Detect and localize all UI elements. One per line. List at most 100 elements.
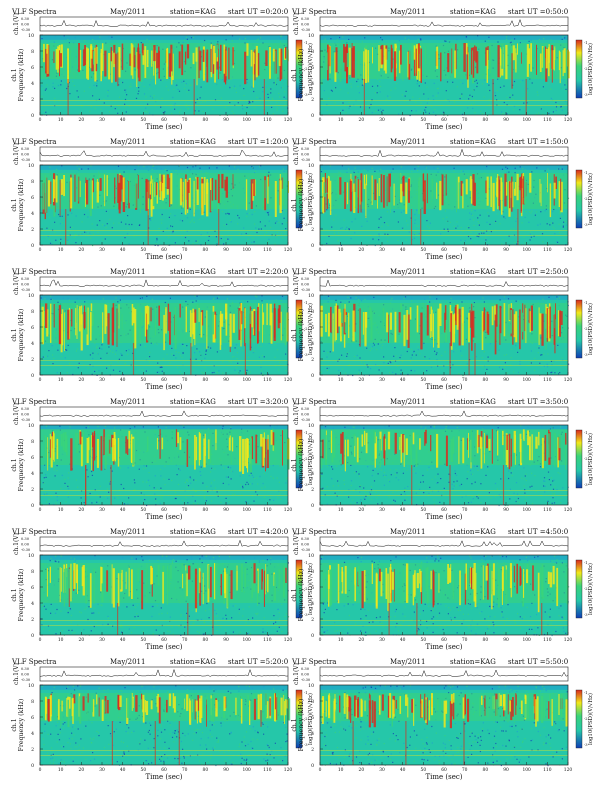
noise-speckle — [159, 502, 161, 505]
noise-speckle — [282, 168, 284, 170]
noise-speckle — [98, 171, 100, 173]
noise-speckle — [149, 95, 152, 97]
emission-streak — [529, 173, 532, 193]
noise-speckle — [383, 356, 385, 358]
waveform-tick-label: 0.00 — [301, 23, 310, 27]
emission-streak — [360, 173, 363, 202]
noise-speckle — [476, 85, 478, 88]
noise-speckle — [363, 362, 366, 365]
noise-speckle — [327, 352, 329, 354]
noise-speckle — [328, 113, 330, 115]
emission-streak — [393, 51, 397, 81]
noise-speckle — [175, 497, 177, 500]
noise-speckle — [380, 108, 382, 110]
waveform-tick-label: 0.30 — [21, 407, 30, 411]
noise-speckle — [501, 35, 503, 37]
emission-streak — [469, 310, 471, 328]
noise-speckle — [188, 169, 190, 171]
noise-speckle — [161, 213, 163, 216]
emission-streak — [439, 180, 442, 211]
emission-streak — [423, 180, 426, 214]
noise-speckle — [366, 220, 368, 222]
emission-streak — [526, 44, 529, 77]
noise-speckle — [541, 354, 543, 356]
noise-speckle — [56, 499, 58, 501]
time-tick-label: 110 — [543, 118, 552, 123]
noise-speckle — [202, 482, 204, 484]
noise-speckle — [242, 108, 244, 110]
noise-speckle — [369, 109, 371, 111]
noise-speckle — [128, 105, 131, 107]
noise-speckle — [369, 368, 372, 370]
noise-speckle — [375, 364, 377, 366]
noise-speckle — [475, 232, 477, 234]
noise-speckle — [174, 80, 176, 82]
noise-speckle — [249, 234, 251, 236]
noise-speckle — [77, 486, 79, 488]
emission-streak — [70, 438, 73, 471]
noise-speckle — [267, 93, 269, 95]
noise-speckle — [148, 361, 150, 363]
noise-speckle — [183, 345, 185, 347]
noise-speckle — [108, 111, 111, 113]
emission-streak — [329, 176, 330, 204]
noise-speckle — [389, 372, 391, 374]
emission-streak — [55, 49, 58, 70]
noise-speckle — [133, 479, 135, 481]
noise-speckle — [126, 233, 129, 235]
time-tick-label: 90 — [503, 248, 509, 253]
noise-speckle — [542, 113, 544, 115]
noise-speckle — [188, 89, 190, 91]
time-tick-label: 100 — [242, 118, 251, 123]
noise-speckle — [338, 357, 340, 359]
noise-speckle — [461, 301, 463, 303]
time-tick-label: 70 — [182, 248, 188, 253]
noise-speckle — [431, 105, 433, 107]
emission-streak — [433, 313, 434, 348]
noise-speckle — [56, 372, 58, 374]
noise-speckle — [202, 372, 204, 375]
noise-speckle — [149, 112, 151, 114]
emission-streak — [381, 44, 384, 65]
noise-speckle — [426, 370, 428, 372]
emission-streak — [545, 46, 547, 59]
emission-streak — [451, 48, 453, 74]
noise-speckle — [537, 94, 539, 96]
noise-speckle — [529, 362, 531, 364]
emission-streak — [191, 313, 193, 347]
emission-streak — [443, 183, 446, 200]
noise-speckle — [75, 242, 77, 244]
noise-speckle — [52, 229, 54, 231]
noise-speckle — [568, 363, 570, 365]
noise-speckle — [231, 342, 233, 344]
noise-speckle — [559, 297, 561, 299]
emission-streak — [76, 433, 79, 454]
emission-streak — [545, 48, 548, 69]
emission-streak — [164, 48, 166, 62]
emission-streak — [463, 43, 466, 72]
noise-speckle — [262, 482, 264, 485]
emission-streak — [45, 176, 47, 213]
time-tick-label: 30 — [99, 378, 105, 383]
noise-speckle — [54, 467, 56, 469]
noise-speckle — [152, 97, 154, 99]
noise-speckle — [445, 98, 447, 100]
time-tick-label: 20 — [79, 248, 85, 253]
noise-speckle — [373, 296, 375, 298]
noise-speckle — [254, 211, 256, 213]
panel-start-ut: start UT =2:20:0 — [228, 268, 288, 276]
freq-tick-label: 6 — [31, 195, 34, 201]
noise-speckle — [169, 362, 171, 364]
noise-speckle — [274, 365, 277, 367]
noise-speckle — [150, 219, 152, 221]
noise-speckle — [284, 91, 286, 93]
noise-speckle — [414, 219, 416, 221]
noise-speckle — [479, 78, 481, 80]
noise-speckle — [390, 171, 392, 174]
noise-speckle — [481, 357, 483, 359]
noise-speckle — [389, 360, 391, 363]
noise-speckle — [235, 344, 238, 346]
noise-speckle — [236, 352, 238, 354]
noise-speckle — [448, 40, 450, 42]
noise-speckle — [496, 89, 498, 92]
